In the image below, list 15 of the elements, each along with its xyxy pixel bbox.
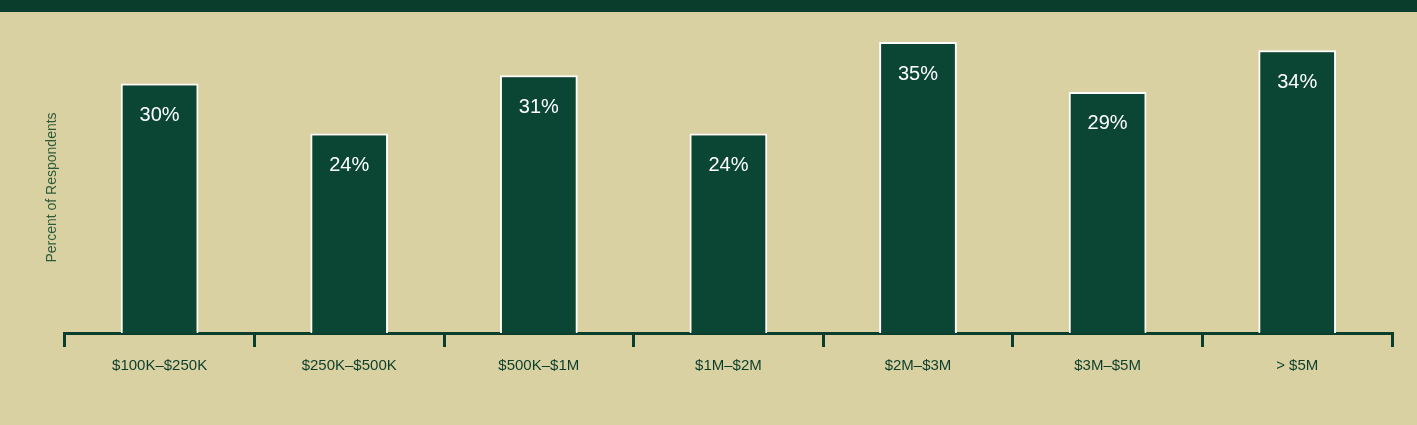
data-label: 35% xyxy=(897,61,939,84)
x-tick-label: > $5M xyxy=(1276,356,1319,374)
data-label: 30% xyxy=(139,103,180,126)
data-label: 24% xyxy=(708,152,749,175)
y-axis-title: Percent of Respondents xyxy=(43,112,60,263)
data-label: 24% xyxy=(329,152,370,175)
x-tick-label: $3M–$5M xyxy=(1074,356,1141,374)
x-tick-label: $500K–$1M xyxy=(498,356,580,374)
data-label: 29% xyxy=(1087,111,1128,134)
x-tick-label: $250K–$500K xyxy=(301,356,397,374)
x-tick-label: $100K–$250K xyxy=(112,356,208,374)
x-tick-label: $2M–$3M xyxy=(884,356,952,374)
data-label: 34% xyxy=(1277,69,1318,92)
x-tick-label: $1M–$2M xyxy=(695,356,762,374)
data-label: 31% xyxy=(518,94,560,117)
